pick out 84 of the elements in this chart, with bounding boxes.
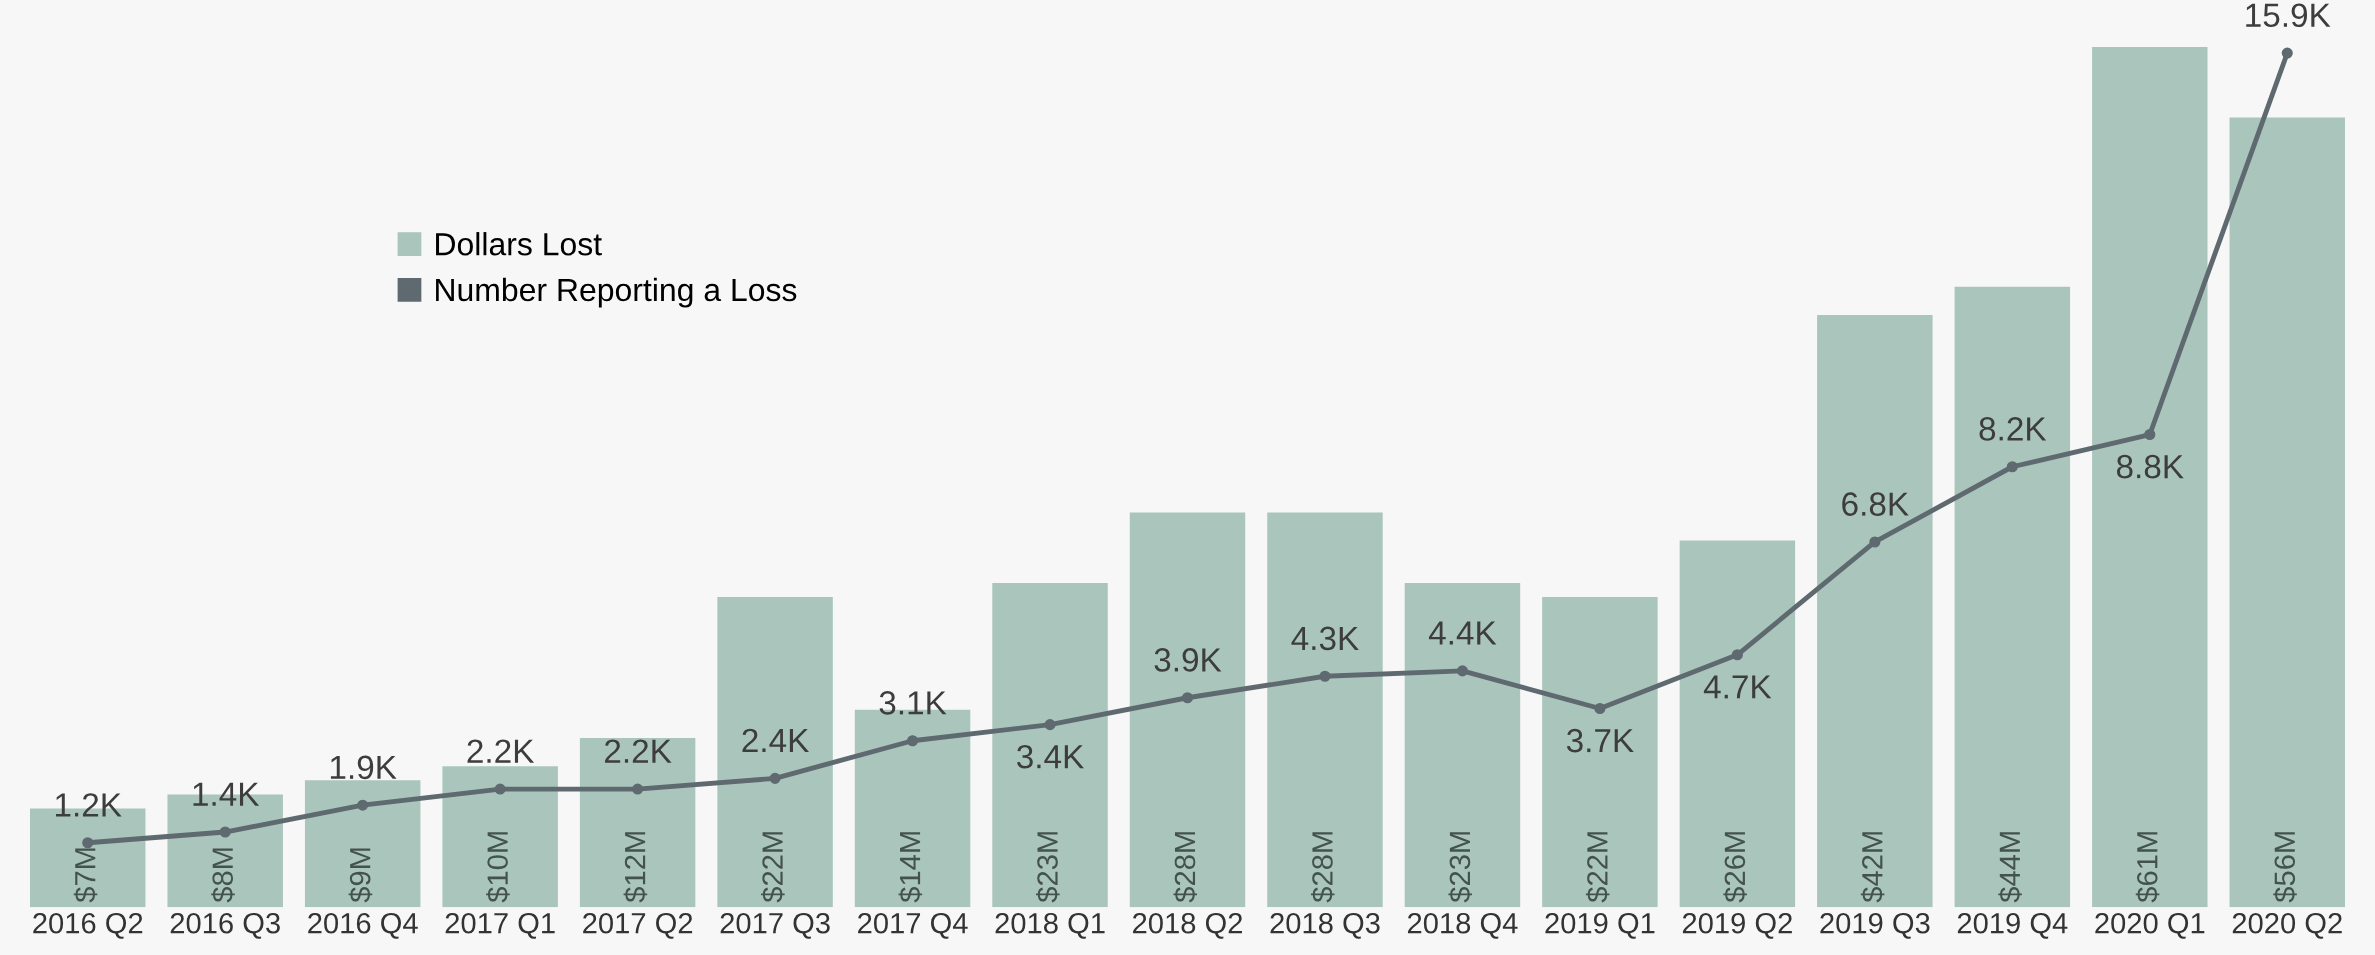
x-tick-label: 2019 Q1 — [1545, 912, 1655, 939]
x-tick-label: 2016 Q3 — [170, 912, 280, 939]
data-label: 1.4K — [193, 782, 260, 806]
data-label: $22M — [1585, 832, 1610, 903]
data-label: 3.1K — [879, 691, 947, 715]
bar — [1954, 286, 2071, 908]
bar — [1129, 512, 1246, 908]
data-label: $7M — [73, 848, 98, 903]
point — [494, 783, 506, 795]
bar — [2092, 47, 2208, 908]
point — [907, 735, 919, 747]
point — [1869, 536, 1881, 548]
bar — [1404, 582, 1521, 908]
point — [219, 826, 231, 838]
bar — [1817, 315, 1933, 908]
bar — [717, 597, 833, 908]
x-tick-label: 2019 Q2 — [1682, 912, 1792, 939]
point — [1594, 702, 1606, 715]
point — [769, 772, 781, 784]
data-label: 2.2K — [605, 739, 672, 763]
bar — [579, 738, 696, 908]
data-label: $8M — [211, 848, 235, 903]
point — [1319, 670, 1331, 682]
bar — [1542, 597, 1658, 908]
point — [357, 799, 369, 811]
bar — [304, 780, 421, 908]
data-label: $23M — [1035, 832, 1060, 903]
bar — [992, 582, 1108, 908]
data-label: $12M — [623, 832, 648, 903]
data-label: 2.2K — [467, 739, 535, 763]
point — [1044, 719, 1056, 731]
data-label: $22M — [761, 832, 785, 903]
bar — [442, 766, 558, 908]
data-label: 3.9K — [1154, 648, 1222, 672]
data-label: 4.3K — [1291, 626, 1359, 651]
x-tick-label: 2017 Q2 — [583, 912, 693, 939]
data-label: 1.2K — [55, 793, 122, 817]
bar — [2229, 117, 2345, 908]
data-label: 3.4K — [1017, 744, 1084, 769]
point — [2144, 428, 2156, 441]
x-tick-label: 2016 Q2 — [33, 912, 143, 939]
data-label: $42M — [1860, 832, 1885, 903]
x-tick-label: 2020 Q2 — [2232, 912, 2342, 939]
data-label: $56M — [2273, 832, 2297, 903]
data-label: $28M — [1173, 832, 1198, 903]
x-tick-label: 2019 Q3 — [1820, 912, 1930, 939]
data-label: 8.8K — [2116, 454, 2184, 479]
data-label: 4.7K — [1703, 675, 1772, 699]
x-tick-label: 2018 Q4 — [1407, 912, 1518, 939]
point — [1731, 649, 1743, 661]
point — [82, 837, 94, 849]
legend-label: Dollars Lost — [436, 232, 602, 256]
data-label: 6.8K — [1842, 492, 1909, 516]
data-label: 4.4K — [1428, 621, 1497, 645]
point — [2006, 461, 2018, 473]
x-tick-label: 2018 Q3 — [1270, 912, 1380, 939]
data-label: $28M — [1310, 832, 1335, 903]
x-tick-label: 2016 Q4 — [308, 912, 418, 939]
x-tick-label: 2017 Q3 — [720, 912, 830, 939]
point — [632, 783, 644, 795]
bar — [1267, 512, 1383, 908]
data-label: $26M — [1723, 832, 1747, 903]
point — [1181, 692, 1194, 704]
x-tick-label: 2019 Q4 — [1957, 912, 2068, 939]
data-label: 1.9K — [330, 755, 397, 780]
x-tick-label: 2017 Q4 — [858, 912, 968, 939]
point — [1456, 665, 1469, 677]
data-label: $23M — [1448, 832, 1473, 903]
data-label: $14M — [898, 832, 923, 903]
data-label: 15.9K — [2246, 3, 2331, 28]
x-tick-label: 2018 Q2 — [1133, 912, 1242, 939]
data-label: 8.2K — [1979, 417, 2047, 441]
point — [2281, 47, 2293, 59]
x-tick-label: 2017 Q1 — [445, 912, 555, 939]
data-label: $44M — [1998, 832, 2022, 903]
data-label: $10M — [486, 832, 510, 903]
x-tick-label: 2018 Q1 — [995, 912, 1105, 939]
data-label: $9M — [348, 848, 373, 903]
data-label: $61M — [2135, 832, 2160, 903]
data-label: 2.4K — [742, 728, 809, 752]
data-label: 3.7K — [1566, 728, 1634, 753]
bar — [1679, 540, 1796, 908]
x-tick-label: 2020 Q1 — [2095, 912, 2205, 939]
legend-label: Number Reporting a Loss — [436, 277, 797, 308]
